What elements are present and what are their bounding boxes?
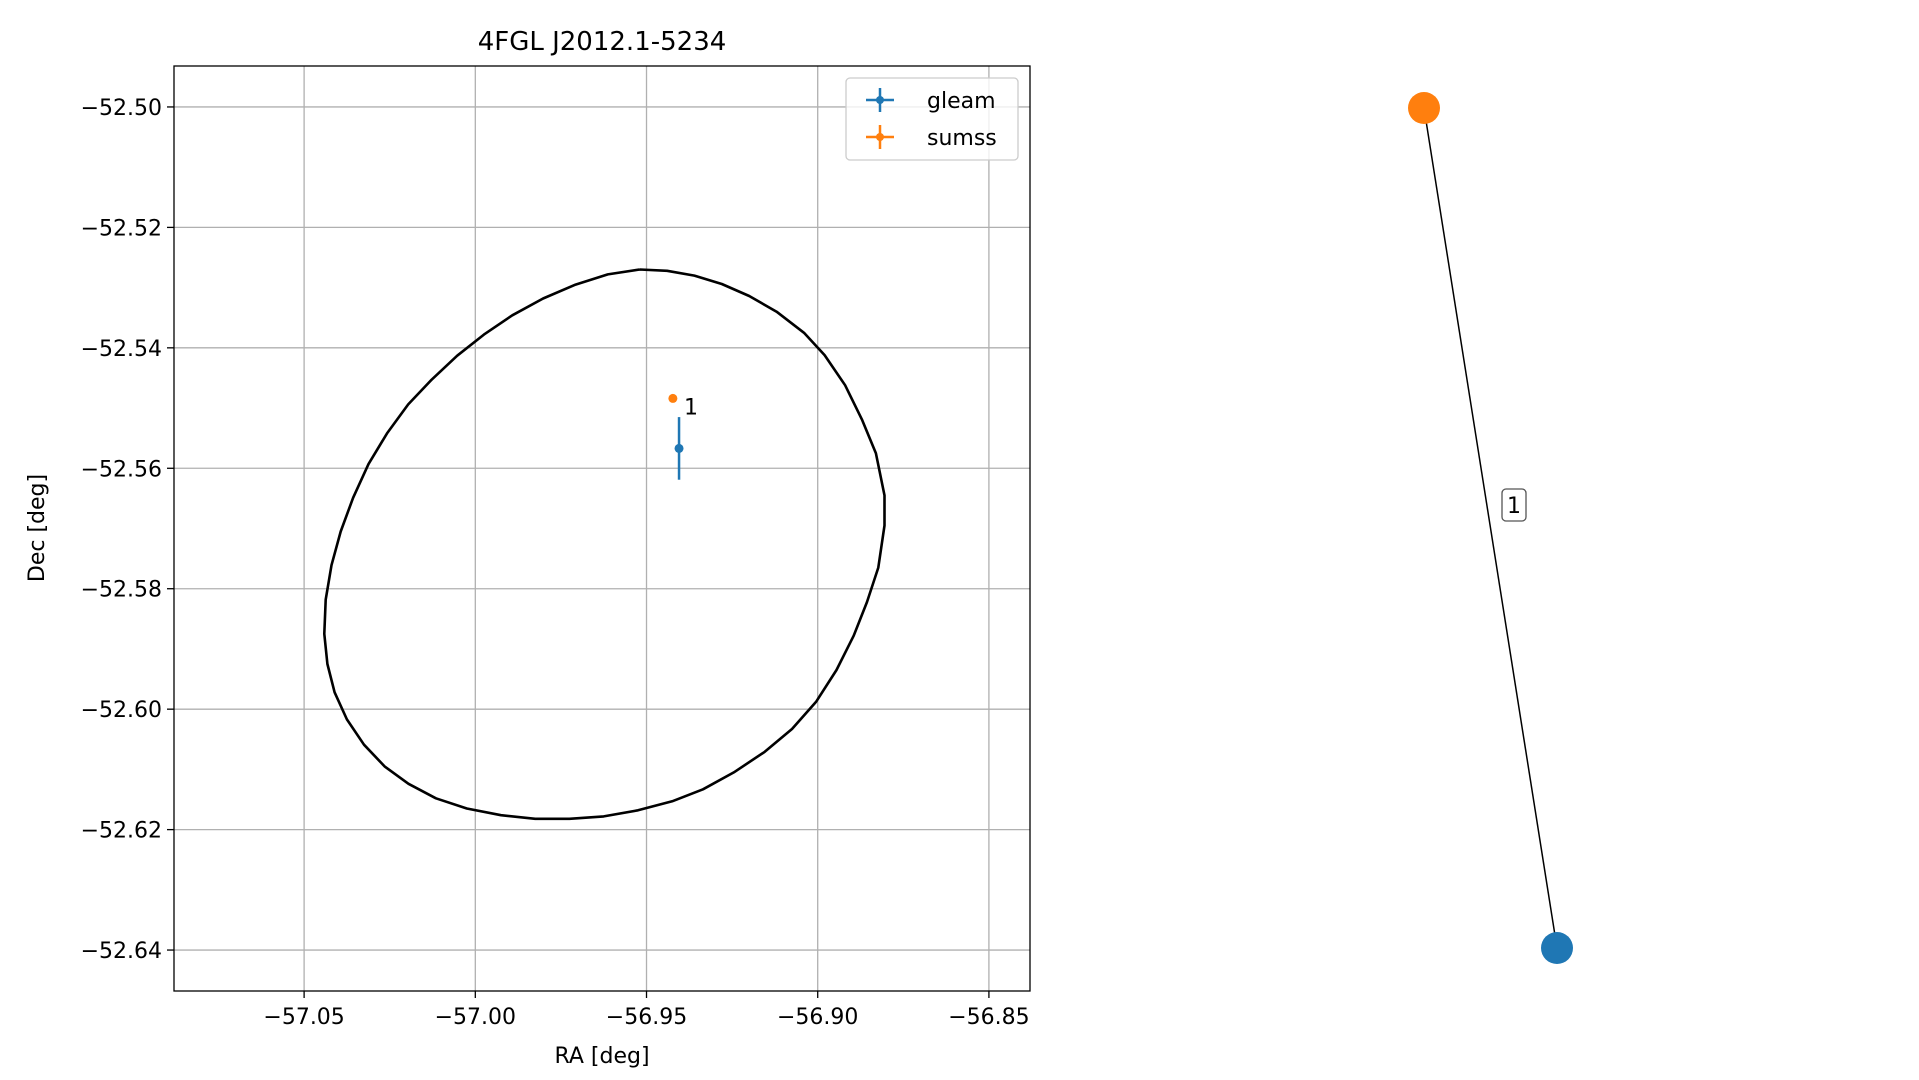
graph-node-gleam [1541, 932, 1573, 964]
association-graph: 1 [1408, 92, 1573, 964]
graph-edge-label: 1 [1507, 494, 1521, 519]
x-axis-label: RA [deg] [554, 1044, 649, 1069]
x-tick-label: −56.90 [777, 1005, 858, 1030]
x-tick-label: −56.95 [606, 1005, 687, 1030]
legend-label-sumss: sumss [927, 126, 997, 151]
x-tick-label: −57.00 [435, 1005, 516, 1030]
graph-edge-label-box [1501, 488, 1527, 522]
y-tick-label: −52.52 [81, 216, 162, 241]
localization-ellipse [322, 268, 886, 821]
y-tick-label: −52.58 [81, 578, 162, 603]
y-tick-label: −52.62 [81, 819, 162, 844]
legend-entry-gleam: gleam [866, 88, 996, 114]
y-tick-label: −52.56 [81, 457, 162, 482]
y-tick-label: −52.54 [81, 337, 162, 362]
x-tick-label: −56.85 [948, 1005, 1029, 1030]
legend-marker-gleam-dot [876, 96, 884, 104]
y-tick-label: −52.60 [81, 698, 162, 723]
y-tick-label: −52.50 [81, 96, 162, 121]
plot-area: 1 [322, 268, 886, 821]
y-axis: −52.50 −52.52 −52.54 −52.56 −52.58 −52.60 −52.… [81, 96, 174, 964]
data-point-gleam [674, 443, 684, 453]
legend-marker-sumss-dot [876, 133, 884, 141]
x-tick-label: −57.05 [263, 1005, 344, 1030]
grid [174, 66, 1030, 991]
legend: gleam sumss [845, 77, 1019, 161]
y-axis-label: Dec [deg] [25, 474, 50, 582]
data-point-sumss [668, 393, 678, 403]
point-annotation: 1 [684, 395, 698, 420]
chart-title: 4FGL J2012.1-5234 [478, 27, 727, 57]
legend-entry-sumss: sumss [866, 125, 997, 151]
legend-label-gleam: gleam [927, 89, 996, 114]
sky-plot: 1 −57.05 −57.00 −56.95 −56.90 −56.85 −52.50−… [25, 27, 1031, 1069]
y-tick-label: −52.64 [81, 939, 162, 964]
legend-frame [845, 77, 1019, 161]
x-axis: −57.05 −57.00 −56.95 −56.90 −56.85 [263, 991, 1030, 1030]
graph-node-sumss [1408, 92, 1440, 124]
graph-edge [1423, 107, 1558, 949]
plot-frame [173, 65, 1031, 992]
